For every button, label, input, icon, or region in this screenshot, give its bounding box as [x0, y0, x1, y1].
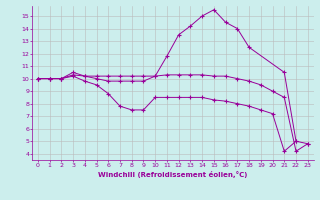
X-axis label: Windchill (Refroidissement éolien,°C): Windchill (Refroidissement éolien,°C) [98, 171, 247, 178]
